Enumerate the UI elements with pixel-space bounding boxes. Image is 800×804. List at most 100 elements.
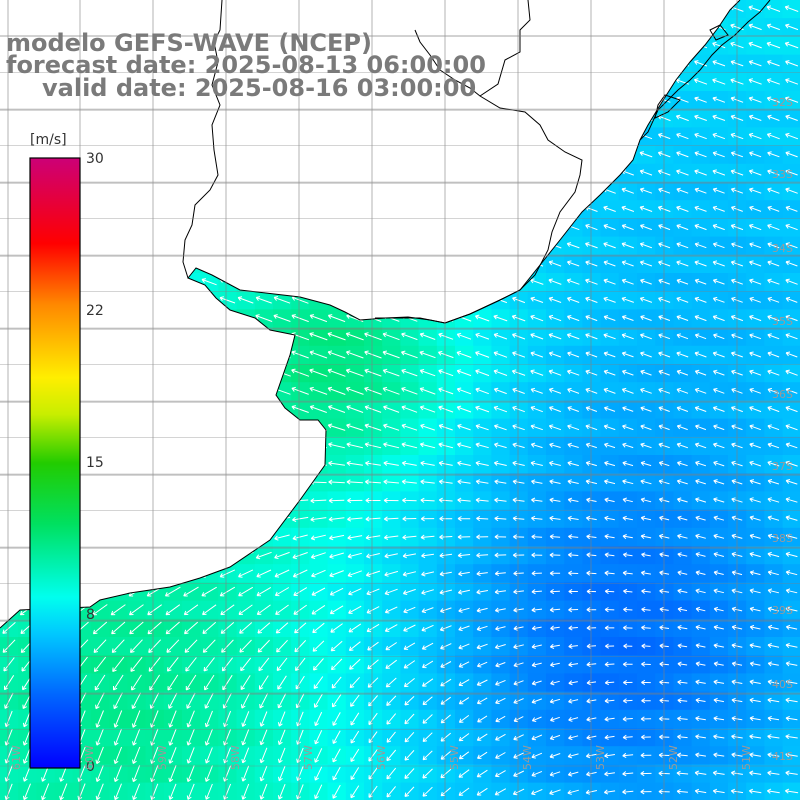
- wind-vector: [603, 369, 616, 376]
- wind-vector: [531, 662, 542, 668]
- wind-vector: [494, 570, 506, 577]
- wind-vector: [403, 624, 416, 632]
- wind-vector: [604, 515, 615, 521]
- wind-vector: [586, 643, 597, 649]
- wind-vector: [345, 332, 364, 341]
- wind-vector: [640, 315, 652, 321]
- wind-vector: [677, 716, 688, 722]
- wind-vector: [494, 788, 507, 796]
- wind-vector: [623, 698, 633, 704]
- wind-vector: [457, 516, 471, 522]
- wind-vector: [549, 515, 561, 521]
- wind-vector: [622, 570, 633, 576]
- wind-vector: [257, 622, 271, 634]
- wind-vector: [767, 551, 780, 558]
- wind-vector: [495, 662, 506, 668]
- wind-vector: [327, 386, 346, 395]
- wind-vector: [713, 661, 724, 667]
- latitude-label: 37S: [772, 460, 793, 473]
- wind-vector: [186, 783, 195, 800]
- map-title-valid-date: valid date: 2025-08-16 03:00:00: [42, 74, 477, 102]
- wind-vector: [604, 716, 615, 722]
- wind-vector: [550, 662, 560, 668]
- longitude-label: 57W: [302, 745, 315, 770]
- wind-vector: [475, 351, 490, 358]
- wind-vector: [568, 735, 579, 741]
- wind-vector: [785, 588, 798, 594]
- wind-vector: [401, 442, 418, 449]
- wind-vector: [438, 497, 453, 503]
- wind-vector: [767, 606, 780, 612]
- wind-vector: [677, 606, 688, 612]
- wind-vector: [168, 747, 177, 764]
- wind-vector: [767, 333, 780, 340]
- wind-vector: [621, 260, 634, 267]
- wind-vector: [220, 622, 235, 634]
- wind-vector: [622, 406, 634, 412]
- latitude-label: 40S: [772, 678, 793, 691]
- wind-vector: [767, 296, 780, 303]
- wind-vector: [186, 692, 196, 709]
- wind-vector: [277, 711, 286, 727]
- wind-vector: [639, 296, 653, 303]
- wind-vector: [767, 588, 780, 594]
- wind-vector: [513, 625, 524, 631]
- wind-vector: [475, 405, 490, 413]
- wind-vector: [205, 783, 213, 800]
- wind-vector: [475, 387, 489, 395]
- wind-vector: [568, 534, 579, 540]
- wind-vector: [549, 643, 560, 649]
- wind-vector: [186, 747, 195, 764]
- wind-vector: [749, 242, 762, 249]
- wind-vector: [531, 589, 542, 595]
- wind-vector: [348, 641, 361, 651]
- wind-vector: [291, 314, 309, 323]
- wind-vector: [712, 114, 726, 121]
- wind-vector: [567, 753, 579, 759]
- wind-vector: [438, 350, 454, 359]
- wind-vector: [420, 516, 435, 522]
- wind-vector: [567, 515, 579, 521]
- wind-vector: [421, 571, 435, 577]
- wind-vector: [767, 697, 780, 703]
- wind-vector: [422, 750, 433, 761]
- wind-vector: [132, 728, 141, 746]
- wind-vector: [421, 553, 434, 559]
- wind-vector: [785, 278, 798, 285]
- wind-vector: [622, 515, 633, 521]
- wind-vector: [259, 783, 268, 800]
- wind-vector: [749, 716, 761, 722]
- colorbar-unit: [m/s]: [30, 132, 67, 148]
- wind-vector: [604, 698, 615, 704]
- wind-vector: [712, 260, 725, 267]
- wind-vector: [476, 661, 488, 668]
- wind-vector: [513, 716, 524, 723]
- wind-vector: [603, 789, 616, 795]
- wind-vector: [202, 604, 217, 616]
- wind-vector: [404, 768, 415, 779]
- wind-vector: [766, 96, 780, 103]
- wind-vector: [402, 553, 416, 559]
- wind-vector: [331, 658, 343, 671]
- wind-vector: [603, 333, 616, 340]
- wind-vector: [767, 424, 780, 431]
- wind-vector: [476, 589, 488, 595]
- wind-vector: [766, 41, 781, 49]
- wind-vector: [767, 351, 780, 358]
- wind-vector: [549, 771, 561, 777]
- wind-vector: [328, 405, 346, 413]
- wind-vector: [238, 586, 254, 597]
- wind-vector: [749, 333, 762, 340]
- wind-vector: [712, 41, 726, 49]
- wind-vector: [420, 497, 435, 503]
- wind-vector: [475, 369, 490, 377]
- wind-vector: [695, 734, 706, 740]
- longitude-label: 61W: [10, 745, 23, 770]
- wind-vector: [713, 424, 725, 431]
- wind-vector: [364, 423, 382, 431]
- wind-vector: [365, 535, 381, 541]
- wind-vector: [530, 387, 543, 394]
- wind-vector: [550, 588, 560, 595]
- wind-vector: [694, 133, 707, 140]
- latitude-label: 38S: [772, 532, 793, 545]
